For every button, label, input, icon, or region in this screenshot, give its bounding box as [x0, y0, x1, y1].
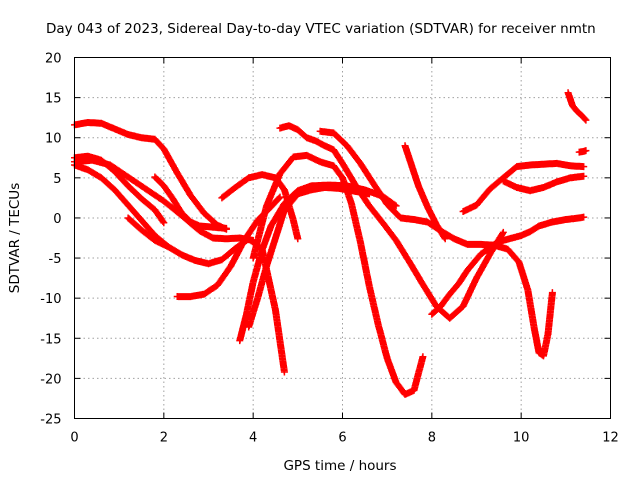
series-markers [276, 122, 507, 322]
y-tick-label: 10 [45, 132, 62, 147]
series-markers [316, 127, 556, 360]
x-tick-label: 8 [428, 431, 436, 446]
series-markers [71, 156, 257, 244]
series-track-16 [459, 159, 588, 216]
series-markers [124, 214, 172, 251]
x-tick-label: 10 [513, 431, 530, 446]
series-track-19 [575, 147, 590, 156]
x-tick-label: 0 [70, 431, 78, 446]
y-tick-label: -20 [40, 372, 61, 387]
x-tick-label: 2 [160, 431, 168, 446]
x-tick-label: 12 [602, 431, 619, 446]
series-track-6 [151, 173, 230, 232]
series-track-13 [316, 127, 556, 360]
series-markers [499, 172, 588, 195]
y-tick-label: -25 [40, 413, 61, 428]
series-markers [575, 147, 590, 156]
series-markers [249, 151, 427, 398]
chart-title: Day 043 of 2023, Sidereal Day-to-day VTE… [46, 21, 596, 37]
y-tick-label: -5 [49, 252, 62, 267]
x-tick-label: 6 [338, 431, 346, 446]
series-track-11 [249, 151, 427, 398]
series-markers [151, 173, 230, 232]
y-axis-label: SDTVAR / TECUs [7, 183, 23, 293]
series-track-14 [401, 142, 449, 243]
series-markers [459, 159, 588, 216]
series-track-3 [71, 156, 257, 244]
series-markers [428, 213, 588, 318]
x-axis-label: GPS time / hours [283, 458, 396, 474]
y-tick-label: 0 [53, 212, 61, 227]
x-tick-label: 4 [249, 431, 257, 446]
y-tick-label: 15 [45, 92, 62, 107]
y-tick-label: 5 [53, 172, 61, 187]
series-markers [564, 89, 590, 124]
grid-lines [74, 57, 611, 419]
series-track-5 [124, 214, 172, 251]
series-track-15 [428, 213, 588, 318]
data-series [71, 89, 590, 398]
series-track-18 [564, 89, 590, 124]
series-track-12 [276, 122, 507, 322]
y-tick-label: -10 [40, 292, 61, 307]
axis-ticks: 0 2 4 6 8 10 12 -25 -20 -15 -10 -5 0 5 10 15 20 [40, 52, 619, 446]
y-tick-label: 20 [45, 52, 62, 67]
series-markers [401, 142, 449, 243]
y-tick-label: -15 [40, 332, 61, 347]
series-track-17 [499, 172, 588, 195]
